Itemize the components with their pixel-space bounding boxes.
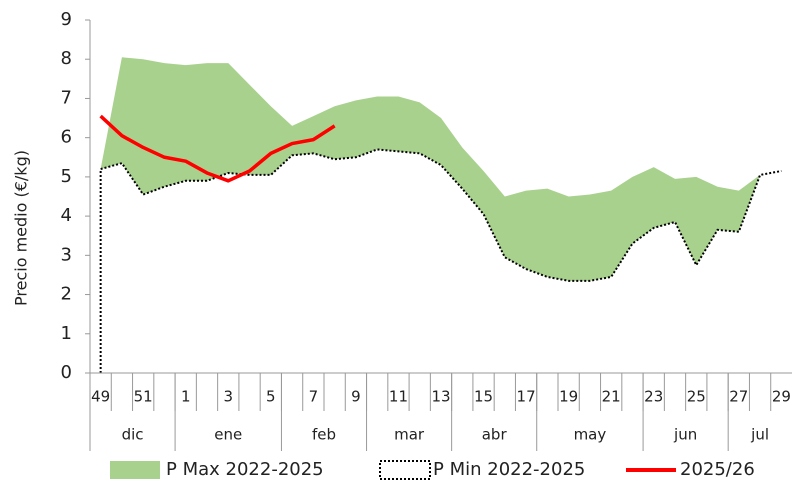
season-line — [99, 114, 336, 183]
y-tick-label: 0 — [61, 362, 72, 383]
max-area — [100, 57, 782, 281]
y-tick-label: 4 — [61, 205, 72, 226]
x-tick-label: 23 — [644, 388, 663, 406]
month-label: jul — [750, 426, 769, 444]
y-tick-label: 7 — [61, 87, 72, 108]
x-tick-label: 13 — [431, 388, 450, 406]
x-tick-label: 51 — [134, 388, 153, 406]
x-tick-label: 29 — [772, 388, 791, 406]
min-line — [100, 148, 782, 282]
x-tick-label: 15 — [474, 388, 493, 406]
month-label: mar — [394, 426, 425, 444]
y-tick-label: 3 — [61, 244, 72, 265]
y-tick-label: 1 — [61, 323, 72, 344]
legend-label: P Max 2022-2025 — [166, 459, 324, 480]
x-tick-label: 5 — [266, 388, 276, 406]
x-tick-label: 9 — [351, 388, 361, 406]
x-tick-label: 27 — [729, 388, 748, 406]
legend-label: 2025/26 — [680, 459, 755, 480]
x-tick-label: 17 — [517, 388, 536, 406]
x-tick-label: 25 — [687, 388, 706, 406]
month-label: abr — [482, 426, 508, 444]
legend-label: P Min 2022-2025 — [433, 459, 585, 480]
y-tick-label: 8 — [61, 48, 72, 69]
month-label: feb — [312, 426, 336, 444]
month-label: may — [574, 426, 607, 444]
legend-swatch — [110, 461, 160, 479]
month-label: jun — [673, 426, 697, 444]
y-axis-label: Precio medio (€/kg) — [12, 150, 31, 306]
x-tick-label: 3 — [223, 388, 233, 406]
y-tick-label: 2 — [61, 284, 72, 305]
y-tick-label: 9 — [61, 9, 72, 30]
month-label: dic — [122, 426, 144, 444]
legend-swatch — [379, 460, 431, 480]
y-tick-label: 5 — [61, 166, 72, 187]
x-tick-label: 21 — [602, 388, 621, 406]
x-tick-label: 19 — [559, 388, 578, 406]
month-label: ene — [214, 426, 242, 444]
x-tick-label: 11 — [389, 388, 408, 406]
x-tick-label: 7 — [309, 388, 319, 406]
x-tick-label: 1 — [181, 388, 191, 406]
y-tick-label: 6 — [61, 127, 72, 148]
x-tick-label: 49 — [91, 388, 110, 406]
